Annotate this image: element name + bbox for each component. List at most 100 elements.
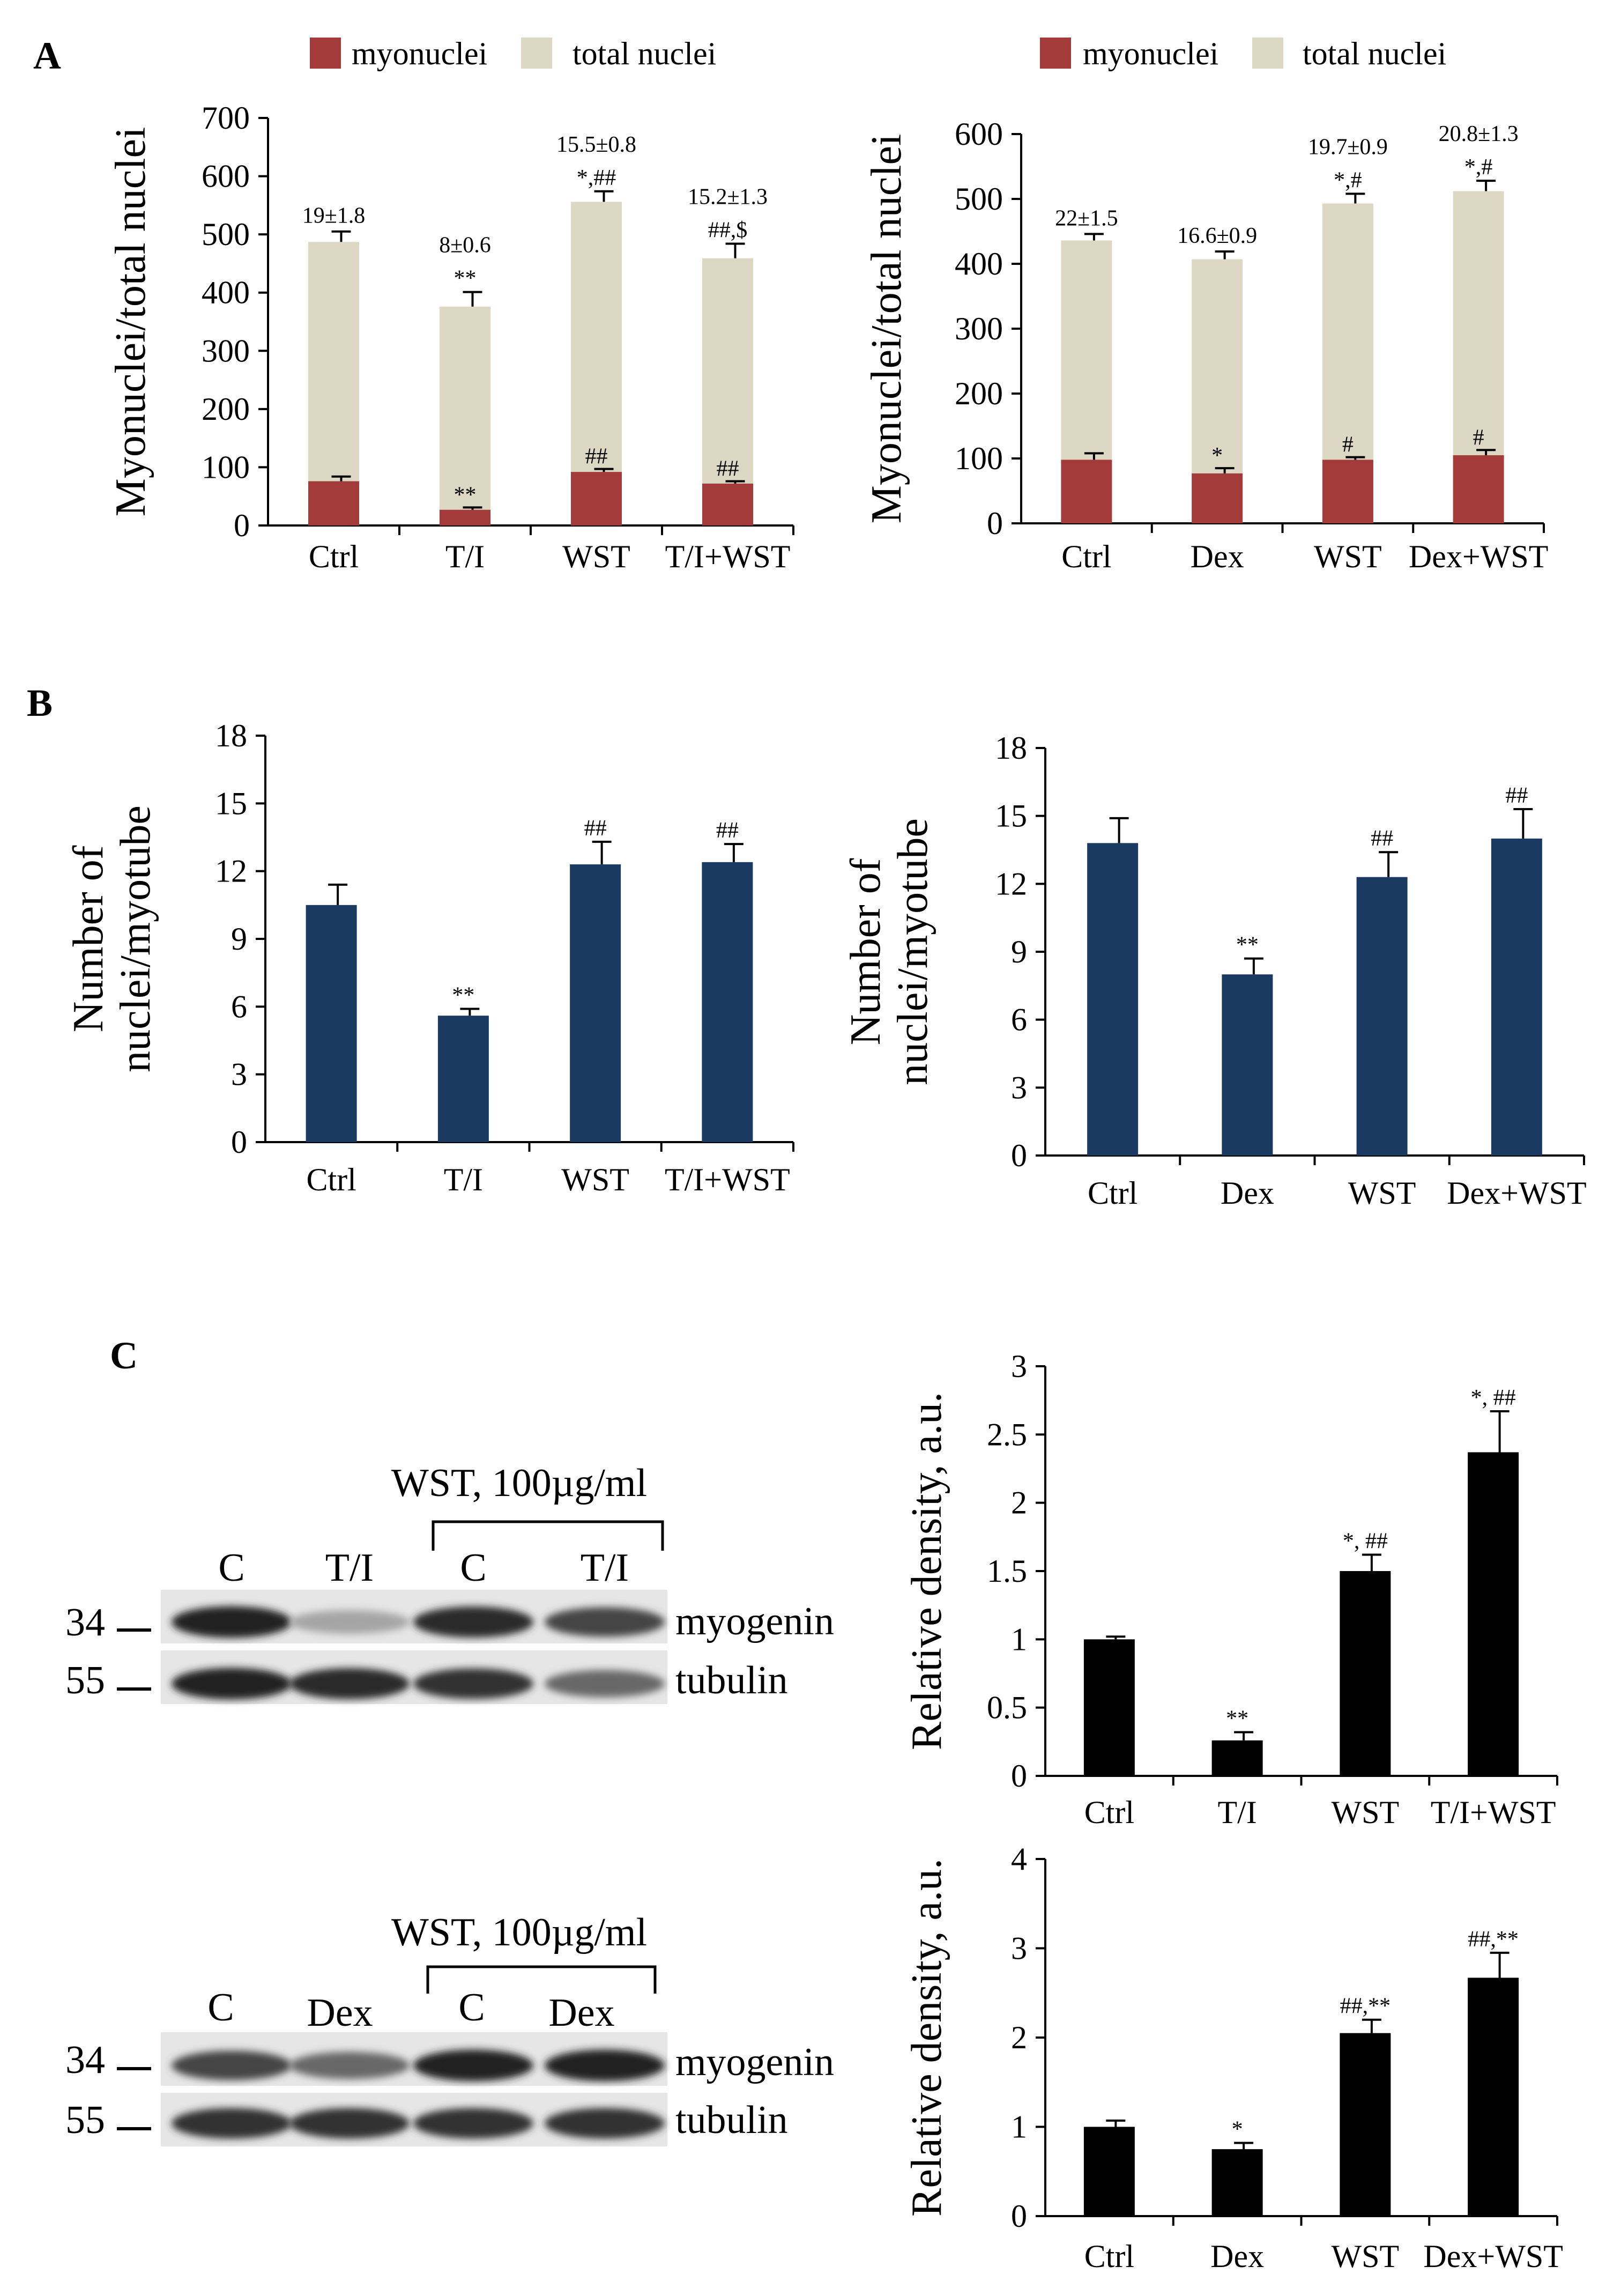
y-tick-label: 400 [202, 275, 250, 310]
percent-label: 8±0.6 [439, 233, 491, 258]
y-tick-label: 400 [955, 246, 1003, 282]
y-axis-title: Number of [842, 858, 889, 1045]
x-tick-label: WST [562, 539, 630, 574]
panel-label-b: B [27, 682, 53, 724]
bar-total-nuclei [1192, 259, 1243, 473]
y-tick-label: 18 [215, 718, 247, 753]
significance-label: *,## [577, 166, 616, 190]
bar-total-nuclei [571, 202, 622, 472]
y-tick-label: 500 [955, 181, 1003, 217]
y-tick-label: 3 [1011, 1070, 1027, 1105]
bar [1356, 877, 1408, 1156]
percent-label: 22±1.5 [1055, 206, 1118, 231]
significance-label: ## [1505, 783, 1528, 808]
chart-b2-nuclei-per-myotube-dex: 0 3 6 9 12 15 18 Ctrl Dex WST Dex+WST Number of nucl… [842, 730, 1587, 1211]
significance-label: ## [1371, 826, 1393, 851]
y-axis-title: Relative density, a.u. [903, 1392, 950, 1750]
significance-label: * [1211, 443, 1223, 468]
significance-label: ** [452, 983, 474, 1008]
x-tick-label: WST [1348, 1175, 1416, 1211]
chart-a1-myonuclei-ti: 0 100 200 300 400 500 600 700 Ctrl T/I WST T/I+WST M… [107, 100, 794, 574]
band-label-tubulin: tubulin [675, 2098, 788, 2142]
lane-label: T/I [325, 1546, 374, 1590]
lane-label: Dex [307, 1991, 373, 2035]
bar [1468, 1977, 1519, 2216]
mw-marker: 34 [65, 1601, 105, 1645]
blot-band-myogenin [413, 2049, 533, 2082]
bar-myonuclei [308, 481, 359, 525]
y-tick-label: 200 [202, 391, 250, 427]
blot-treatment-label: WST, 100µg/ml [391, 1910, 647, 1954]
percent-label: 19±1.8 [302, 204, 366, 228]
x-tick-label: T/I [445, 539, 485, 574]
x-tick-label: WST [561, 1162, 629, 1197]
significance-label: *,# [1464, 155, 1493, 180]
bar-total-nuclei [702, 258, 753, 484]
significance-label: ##,$ [708, 218, 748, 243]
x-tick-label: T/I+WST [1431, 1795, 1556, 1830]
blot-band-tubulin [172, 2108, 292, 2139]
lane-label: C [458, 1986, 485, 2030]
y-axis-title: Relative density, a.u. [903, 1858, 950, 2217]
y-tick-label: 300 [955, 311, 1003, 346]
significance-label: ** [1226, 1707, 1248, 1731]
bar-myonuclei [1061, 460, 1112, 523]
y-axis-title: Myonuclei/total nuclei [863, 134, 910, 523]
legend-label-total-nuclei: total nuclei [572, 36, 716, 71]
blot-band-tubulin [413, 1668, 533, 1699]
bar-total-nuclei [308, 242, 359, 482]
significance-label: ##,** [1468, 1927, 1519, 1952]
x-tick-label: T/I+WST [665, 539, 791, 574]
mw-marker: 55 [65, 1658, 105, 1702]
x-tick-label: T/I [1217, 1795, 1256, 1830]
lane-label: C [460, 1546, 486, 1590]
y-tick-label: 6 [231, 989, 247, 1024]
y-axis-title: Myonuclei/total nuclei [107, 127, 154, 516]
x-tick-label: Dex [1221, 1175, 1274, 1211]
bar-total-nuclei [1453, 191, 1504, 455]
y-tick-label: 0 [1011, 1758, 1027, 1794]
y-tick-label: 500 [202, 217, 250, 252]
bar [1211, 2149, 1263, 2216]
panel-label-c: C [110, 1334, 138, 1377]
y-tick-label: 2.5 [987, 1417, 1027, 1452]
y-tick-label: 1.5 [987, 1553, 1027, 1589]
y-tick-label: 100 [202, 449, 250, 485]
bar [1222, 974, 1273, 1156]
y-tick-label: 200 [955, 376, 1003, 411]
y-tick-label: 9 [1011, 934, 1027, 969]
x-tick-label: Ctrl [1084, 1795, 1134, 1830]
x-tick-label: Ctrl [1084, 2239, 1134, 2274]
x-tick-label: Dex [1210, 2239, 1264, 2274]
significance-label: ##,** [1340, 1994, 1391, 2019]
legend-swatch-myonuclei [310, 38, 341, 69]
bar [306, 905, 357, 1142]
legend-swatch-total-nuclei [1252, 38, 1283, 69]
percent-label: 15.2±1.3 [688, 185, 768, 210]
x-tick-label: Ctrl [309, 539, 359, 574]
chart-c2-relative-density-dex: 0 1 2 3 4 Ctrl Dex WST Dex+WST Relative density, … [903, 1841, 1563, 2274]
y-tick-label: 3 [1011, 1349, 1027, 1384]
y-tick-label: 0 [234, 508, 250, 543]
y-tick-label: 300 [202, 333, 250, 368]
blot-band-tubulin [289, 1668, 410, 1699]
y-axis-title: nuclei/myotube [889, 818, 936, 1085]
y-tick-label: 700 [202, 100, 250, 136]
percent-label: 15.5±0.8 [556, 132, 636, 157]
x-tick-label: Ctrl [1061, 539, 1111, 574]
y-tick-label: 12 [215, 854, 247, 889]
blot-band-tubulin [545, 1670, 665, 1698]
significance-label: ## [717, 456, 739, 481]
y-tick-label: 0 [987, 506, 1003, 541]
significance-label: ** [454, 266, 477, 291]
x-tick-label: WST [1332, 2239, 1400, 2274]
significance-label: ** [454, 483, 477, 507]
bar-myonuclei [1192, 473, 1243, 523]
significance-label: ** [1236, 933, 1259, 958]
legend-label-myonuclei: myonuclei [352, 36, 487, 71]
y-tick-label: 2 [1011, 2020, 1027, 2055]
bar [1083, 2127, 1135, 2216]
bar [570, 864, 621, 1142]
mw-marker: 55 [65, 2098, 105, 2142]
